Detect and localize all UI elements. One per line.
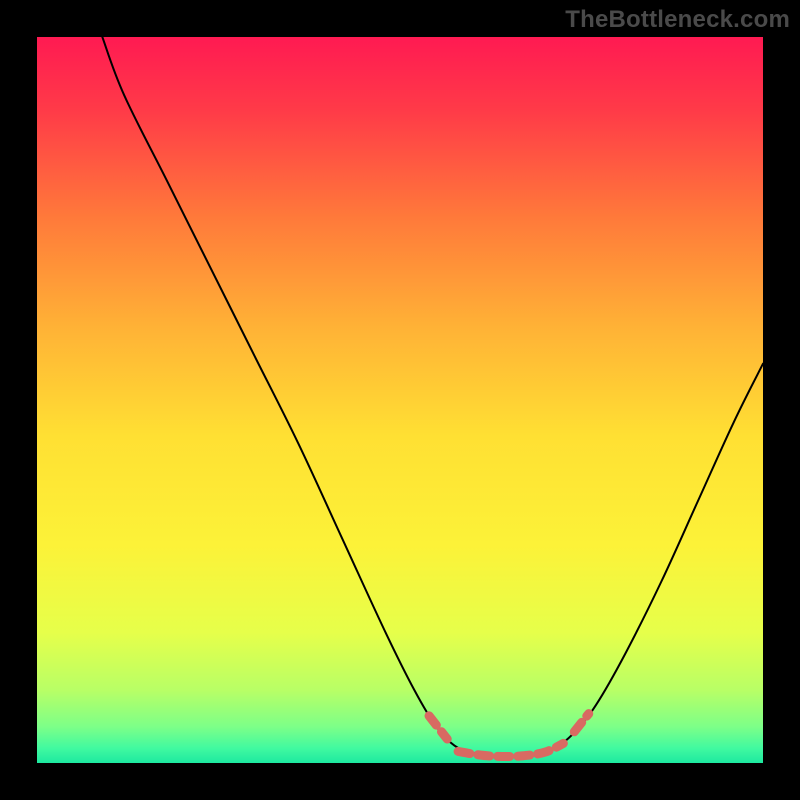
watermark-label: TheBottleneck.com: [565, 6, 790, 34]
chart-container: TheBottleneck.com: [0, 0, 800, 800]
gradient-background: [37, 37, 763, 763]
plot-area: [37, 37, 763, 763]
chart-svg: [37, 37, 763, 763]
